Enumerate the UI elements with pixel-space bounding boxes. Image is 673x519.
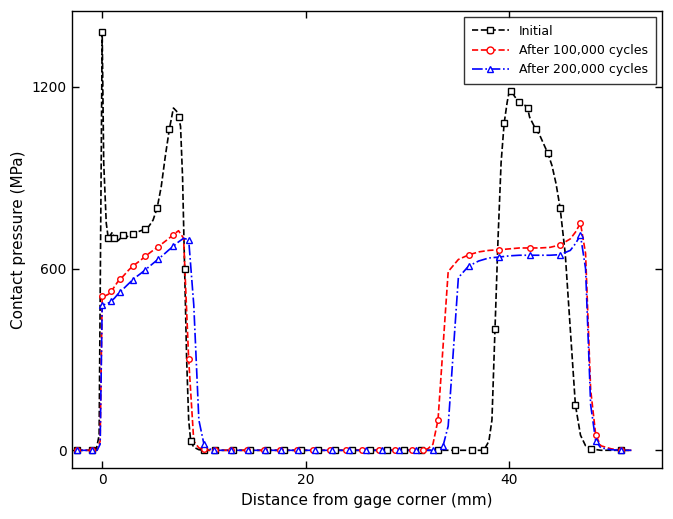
Y-axis label: Contact pressure (MPa): Contact pressure (MPa) — [11, 151, 26, 329]
Legend: Initial, After 100,000 cycles, After 200,000 cycles: Initial, After 100,000 cycles, After 200… — [464, 17, 656, 84]
X-axis label: Distance from gage corner (mm): Distance from gage corner (mm) — [241, 493, 493, 508]
